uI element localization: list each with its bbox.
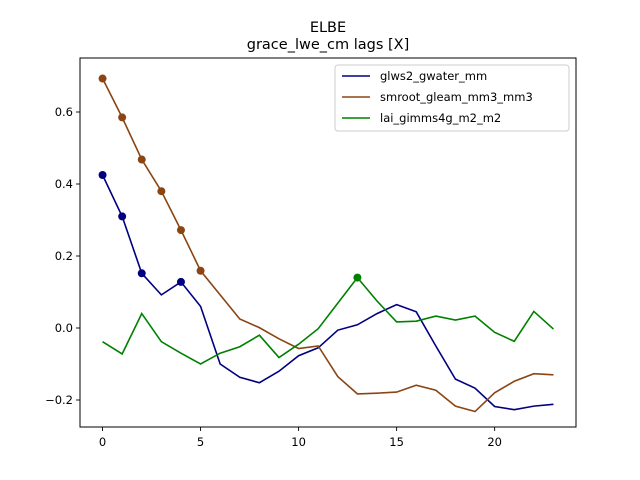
x-tick-label: 0	[99, 435, 106, 449]
y-tick-label: 0.2	[55, 249, 73, 263]
data-point-glws2_gwater_mm-1	[118, 212, 127, 221]
axes-frame	[79, 57, 577, 428]
legend: glws2_gwater_mm smroot_gleam_mm3_mm3 lai_g…	[334, 64, 570, 132]
x-tick-label: 15	[389, 435, 404, 449]
y-tick-label: 0.6	[55, 105, 73, 119]
chart-subtitle: grace_lwe_cm lags [X]	[247, 37, 410, 53]
y-tick-label: 0.4	[55, 177, 73, 191]
x-axis: 0 5 10 15 20	[99, 427, 502, 449]
data-point-smroot_gleam_mm3_mm3-3	[157, 187, 166, 196]
x-tick-label: 20	[487, 435, 502, 449]
data-point-smroot_gleam_mm3_mm3-0	[98, 74, 107, 83]
series-line-lai_gimms4g_m2_m2	[102, 276, 554, 365]
x-tick-label: 5	[197, 435, 204, 449]
legend-label: lai_gimms4g_m2_m2	[380, 111, 501, 125]
data-point-lai_gimms4g_m2_m2-13	[353, 273, 362, 282]
data-point-smroot_gleam_mm3_mm3-1	[118, 113, 127, 122]
series-line-smroot_gleam_mm3_mm3	[101, 78, 554, 413]
data-point-glws2_gwater_mm-0	[98, 171, 107, 179]
data-point-smroot_gleam_mm3_mm3-2	[137, 155, 146, 164]
chart-title: ELBE	[310, 20, 346, 36]
legend-label: glws2_gwater_mm	[380, 69, 487, 83]
legend-box	[334, 64, 570, 132]
plot-area	[98, 74, 554, 413]
data-point-smroot_gleam_mm3_mm3-5	[196, 266, 205, 275]
data-point-glws2_gwater_mm-2	[137, 269, 146, 278]
y-tick-label: 0.0	[55, 321, 73, 335]
data-point-smroot_gleam_mm3_mm3-4	[176, 226, 185, 235]
y-axis: −0.2 0.0 0.2 0.4 0.6	[45, 105, 80, 407]
legend-label: smroot_gleam_mm3_mm3	[380, 90, 533, 104]
data-point-glws2_gwater_mm-4	[176, 277, 185, 286]
x-tick-label: 10	[291, 435, 306, 449]
y-tick-label: −0.2	[45, 393, 73, 407]
